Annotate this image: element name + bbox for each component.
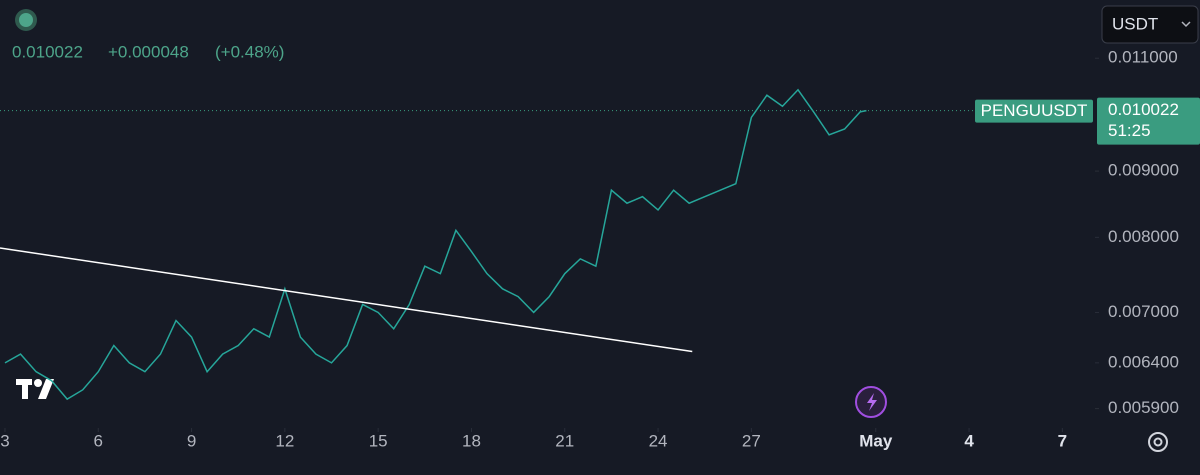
y-tick-label: 0.006400 [1108,352,1179,371]
price-line [4,88,867,401]
y-tick-label: 0.011000 [1108,48,1178,67]
trend-line [0,247,693,353]
x-tick-label: May [859,431,893,450]
symbol-label: PENGUUSDT [981,101,1088,120]
x-tick-label: 6 [94,431,103,450]
settings-button[interactable] [1148,432,1168,452]
x-tick-label: 9 [187,431,196,450]
price-tag-value: 0.010022 [1108,100,1179,119]
x-tick-label: 7 [1058,431,1067,450]
x-tick-label: 15 [369,431,388,450]
y-tick-label: 0.008000 [1108,227,1179,246]
dropdown-arrow [1181,21,1191,28]
symbol-tag [975,99,1093,123]
x-tick-label: 24 [649,431,668,450]
currency-select[interactable] [1101,5,1199,44]
header-change-pct: (+0.48%) [215,42,284,61]
x-tick-label: 18 [462,431,481,450]
countdown: 51:25 [1108,121,1151,140]
x-tick-label: 3 [0,431,9,450]
currency-label[interactable]: USDT [1112,14,1158,33]
x-tick-label: 4 [964,431,974,450]
header-price: 0.010022 [12,42,83,61]
x-tick-label: 21 [555,431,574,450]
lightning-icon [867,393,877,411]
header-change: +0.000048 [108,42,189,61]
x-tick-label: 12 [275,431,294,450]
x-tick-label: 27 [742,431,761,450]
price-tag [1097,97,1200,145]
tv-logo [16,379,54,399]
y-tick-label: 0.009000 [1108,161,1179,180]
y-tick-label: 0.007000 [1108,302,1179,321]
status-dot [19,13,33,27]
y-tick-label: 0.005900 [1108,398,1179,417]
